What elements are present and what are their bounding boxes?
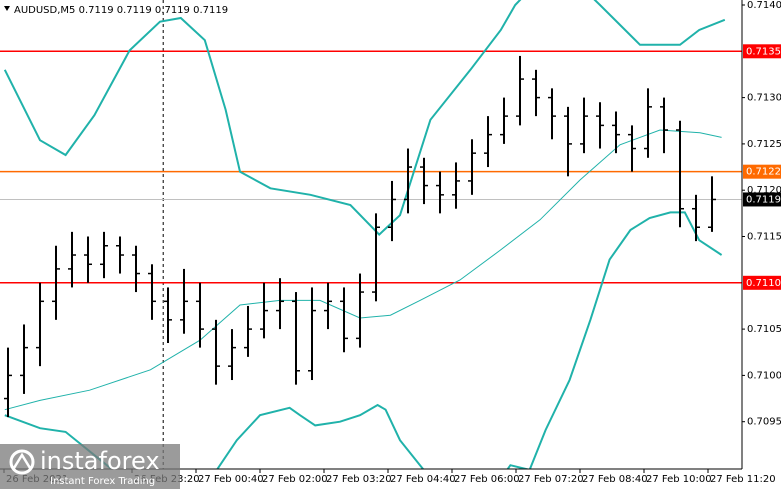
y-tick-label: 0.7105 (747, 324, 781, 335)
level-label: 0.7110 (746, 278, 781, 289)
y-tick-label: 0.7120 (747, 185, 781, 196)
watermark-brand: instaforex (40, 447, 160, 475)
watermark-logo (9, 449, 35, 475)
watermark-logo-mark (12, 452, 32, 469)
y-tick-label: 0.7100 (747, 370, 781, 381)
level-label-bg (743, 164, 781, 179)
x-tick-label: 27 Feb 08:40 (582, 474, 648, 485)
x-tick-label: 27 Feb 03:20 (326, 474, 392, 485)
x-tick-label: 27 Feb 00:40 (198, 474, 264, 485)
chart-title: AUDUSD,M5 0.7119 0.7119 0.7119 0.7119 (14, 5, 228, 16)
menu-icon (4, 6, 10, 11)
level-label-bg (743, 44, 781, 59)
x-tick-label: 27 Feb 02:00 (262, 474, 328, 485)
last-price-label: 0.7119 (746, 194, 781, 205)
y-tick-label: 0.7095 (747, 417, 781, 428)
bollinger-upper (3, 0, 726, 236)
bollinger-middle (4, 129, 722, 411)
watermark: instaforex Instant Forex Trading (0, 444, 180, 489)
y-tick-label: 0.7140 (747, 0, 781, 11)
x-tick-label: 27 Feb 11:20 (710, 474, 776, 485)
last-price-bg (743, 192, 781, 207)
y-tick-label: 0.7130 (747, 93, 781, 104)
y-tick-label: 0.7125 (747, 139, 781, 150)
watermark-tagline: Instant Forex Trading (50, 476, 155, 487)
bollinger-lower (4, 211, 723, 469)
level-label-bg (743, 275, 781, 290)
x-tick-label: 27 Feb 07:20 (518, 474, 584, 485)
y-tick-label: 0.7115 (747, 232, 781, 243)
x-tick-label: 27 Feb 10:00 (646, 474, 712, 485)
x-tick-label: 27 Feb 06:00 (454, 474, 520, 485)
level-label: 0.7135 (746, 46, 781, 57)
x-tick-label: 27 Feb 04:40 (390, 474, 456, 485)
level-label: 0.7122 (746, 167, 781, 178)
plot-area (0, 0, 742, 469)
